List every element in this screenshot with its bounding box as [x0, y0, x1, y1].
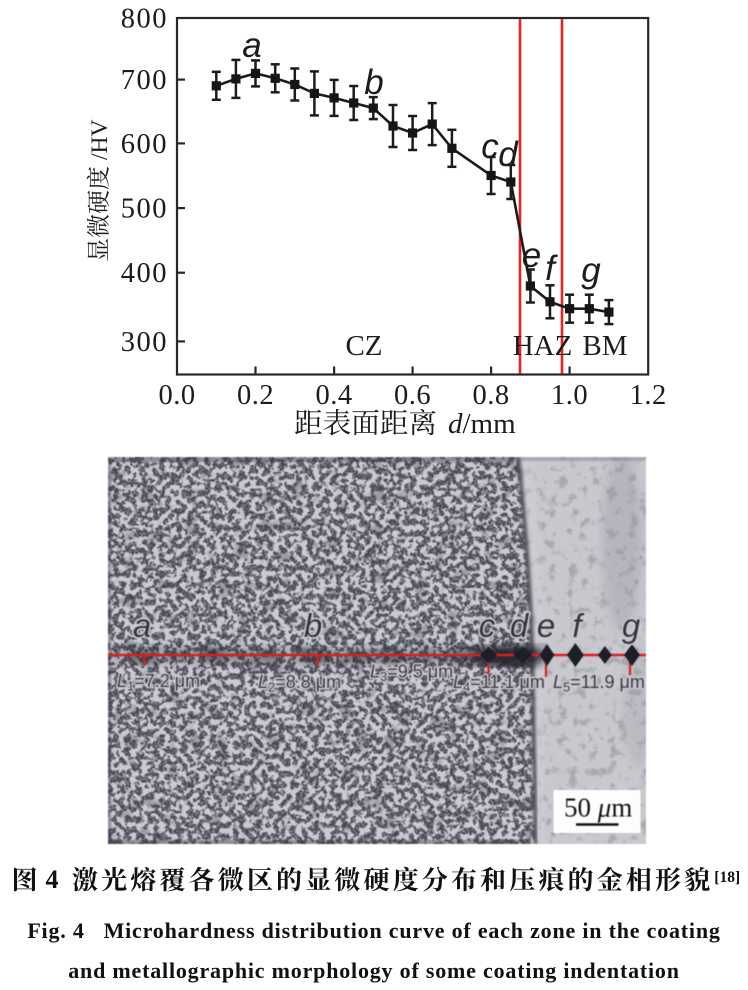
svg-text:CZ: CZ [345, 330, 382, 362]
svg-text:L3=9.5 μm: L3=9.5 μm [370, 662, 453, 685]
svg-text:b: b [304, 607, 322, 644]
svg-text:[18]: [18] [714, 869, 740, 886]
svg-text:700: 700 [121, 65, 168, 96]
svg-text:800: 800 [121, 4, 168, 35]
svg-text:0.4: 0.4 [316, 380, 353, 411]
svg-text:BM: BM [582, 330, 627, 362]
svg-text:d/mm: d/mm [448, 408, 516, 440]
svg-text:1.0: 1.0 [551, 380, 588, 411]
svg-text:e: e [537, 607, 555, 644]
svg-text:50 μm: 50 μm [564, 793, 632, 823]
svg-text:a: a [133, 607, 151, 644]
svg-text:and metallographic morphology: and metallographic morphology of some co… [68, 958, 680, 983]
svg-text:d: d [498, 135, 519, 174]
svg-text:HAZ: HAZ [513, 330, 573, 362]
svg-text:a: a [242, 26, 261, 65]
svg-text:600: 600 [121, 129, 168, 160]
svg-text:1.2: 1.2 [630, 380, 667, 411]
svg-text:400: 400 [121, 258, 168, 289]
svg-text:g: g [622, 607, 641, 644]
svg-text:g: g [581, 251, 601, 290]
svg-text:c: c [479, 607, 496, 644]
svg-text:/HV: /HV [87, 120, 113, 161]
svg-text:L5=11.9 μm: L5=11.9 μm [553, 672, 645, 695]
svg-text:4: 4 [46, 865, 59, 894]
svg-text:d: d [510, 607, 530, 644]
svg-text:e: e [522, 236, 541, 275]
svg-text:Fig. 4 Microhardness distrib: Fig. 4 Microhardness distribution curve … [27, 918, 720, 943]
svg-text:0.0: 0.0 [158, 380, 195, 411]
svg-text:300: 300 [121, 327, 168, 358]
svg-text:c: c [481, 127, 499, 166]
svg-text:L4=11.1 μm: L4=11.1 μm [453, 672, 545, 695]
svg-text:b: b [364, 63, 383, 102]
svg-text:0.2: 0.2 [237, 380, 274, 411]
svg-text:0.6: 0.6 [394, 380, 431, 411]
svg-text:500: 500 [121, 194, 168, 225]
svg-text:0.8: 0.8 [473, 380, 510, 411]
svg-text:L2=8.8 μm: L2=8.8 μm [258, 672, 341, 695]
svg-text:L1=7.2 μm: L1=7.2 μm [117, 671, 200, 694]
